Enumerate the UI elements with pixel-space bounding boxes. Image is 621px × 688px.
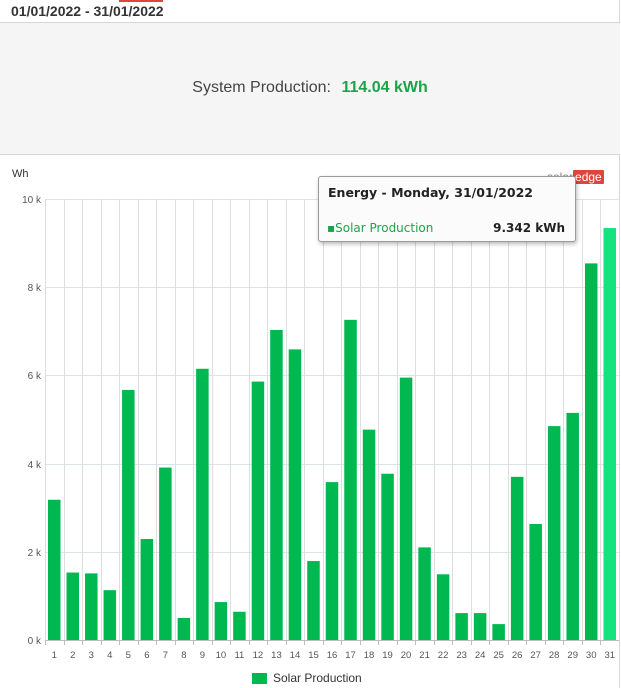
x-tick-label: 15 (308, 650, 319, 661)
bar-day-24 (473, 613, 487, 640)
bar-day-28 (547, 426, 561, 640)
bar-day-9 (196, 368, 209, 640)
x-tick-label: 1 (52, 650, 57, 661)
x-tick-label: 20 (401, 650, 412, 661)
legend-item-solar-production[interactable]: Solar Production (252, 671, 362, 685)
x-tick-label: 25 (493, 650, 504, 661)
x-tick-label: 21 (419, 650, 430, 661)
bar-day-15 (307, 561, 320, 640)
x-tick-label: 29 (567, 650, 578, 661)
bar-day-30 (584, 263, 598, 640)
bar-day-18 (362, 429, 376, 640)
x-tick-label: 7 (163, 650, 168, 661)
logo-text-edge: edge (573, 170, 604, 184)
bar-day-29 (566, 412, 579, 640)
tooltip-series-label: ▪Solar Production (327, 221, 434, 235)
x-tick-label: 28 (549, 650, 560, 661)
bar-day-5 (122, 389, 135, 640)
bar-day-12 (251, 381, 265, 640)
legend-label: Solar Production (273, 671, 362, 685)
x-tick-label: 17 (345, 650, 356, 661)
bar-day-27 (529, 524, 542, 640)
bar-day-7 (159, 467, 172, 640)
y-tick-label: 2 k (28, 548, 42, 559)
x-tick-label: 31 (604, 650, 615, 661)
bar-day-1 (48, 499, 61, 640)
x-tick-label: 22 (438, 650, 449, 661)
date-range-accent (119, 0, 163, 2)
bar-day-26 (510, 476, 524, 640)
x-tick-label: 23 (456, 650, 467, 661)
y-tick-label: 0 k (28, 636, 42, 647)
y-tick-label: 10 k (22, 195, 42, 206)
x-tick-label: 6 (144, 650, 149, 661)
y-tick-label: 4 k (28, 460, 42, 471)
bar-day-31 (603, 228, 616, 640)
x-tick-label: 4 (107, 650, 112, 661)
x-tick-label: 3 (89, 650, 94, 661)
x-tick-label: 5 (126, 650, 131, 661)
x-tick-label: 9 (200, 650, 205, 661)
tooltip: Energy - Monday, 31/01/2022 ▪Solar Produ… (318, 176, 576, 242)
bar-day-3 (85, 573, 98, 640)
y-tick-label: 6 k (28, 371, 42, 382)
bar-day-19 (381, 473, 394, 640)
date-range: 01/01/2022 - 31/01/2022 (11, 3, 164, 19)
summary-line: System Production: 114.04 kWh (0, 79, 620, 97)
tooltip-value: 9.342 kWh (493, 221, 565, 235)
summary-value: 114.04 kWh (341, 79, 428, 96)
bar-day-22 (436, 574, 450, 640)
bar-day-13 (270, 329, 283, 640)
y-axis-unit: Wh (12, 168, 29, 180)
x-tick-label: 10 (216, 650, 227, 661)
bar-day-10 (214, 602, 228, 640)
bar-day-11 (233, 611, 246, 640)
x-tick-label: 14 (290, 650, 301, 661)
bar-day-8 (177, 617, 191, 640)
x-tick-label: 8 (181, 650, 186, 661)
bar-day-23 (455, 613, 468, 640)
x-tick-label: 16 (327, 650, 338, 661)
bar-day-20 (399, 377, 413, 640)
x-tick-label: 26 (512, 650, 523, 661)
x-tick-label: 2 (70, 650, 75, 661)
x-tick-label: 27 (530, 650, 541, 661)
bar-day-25 (492, 624, 505, 640)
x-tick-label: 11 (234, 650, 244, 661)
x-tick-label: 13 (271, 650, 282, 661)
x-tick-label: 18 (364, 650, 375, 661)
x-tick-label: 30 (586, 650, 597, 661)
bar-day-2 (66, 572, 80, 640)
production-summary: System Production: 114.04 kWh (0, 22, 620, 155)
x-tick-label: 24 (475, 650, 486, 661)
bar-day-6 (140, 539, 154, 640)
x-tick-label: 12 (253, 650, 264, 661)
bar-day-16 (325, 482, 339, 640)
legend-swatch (252, 672, 267, 684)
y-tick-label: 8 k (28, 283, 42, 294)
x-tick-label: 19 (382, 650, 393, 661)
summary-label: System Production: (192, 79, 331, 96)
bar-day-21 (418, 547, 431, 640)
tooltip-title: Energy - Monday, 31/01/2022 (328, 185, 533, 200)
bar-day-4 (103, 590, 117, 640)
bar-day-14 (288, 349, 302, 640)
bar-day-17 (344, 319, 357, 640)
